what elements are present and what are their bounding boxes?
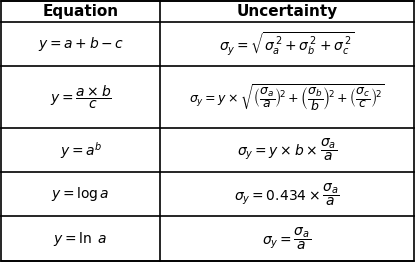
Text: $\sigma_y = y \times b \times \dfrac{\sigma_a}{a}$: $\sigma_y = y \times b \times \dfrac{\si… [237,137,337,163]
Text: $y = \ln\ a$: $y = \ln\ a$ [54,230,108,248]
Text: $y = a^b$: $y = a^b$ [59,140,102,161]
Text: $\sigma_y = 0.434 \times \dfrac{\sigma_a}{a}$: $\sigma_y = 0.434 \times \dfrac{\sigma_a… [234,181,340,208]
Text: $y = \log a$: $y = \log a$ [51,185,110,203]
Text: $y = a + b - c$: $y = a + b - c$ [37,35,124,53]
Text: Uncertainty: Uncertainty [236,4,337,19]
Text: $\sigma_y = \sqrt{\sigma_a^{\,2} + \sigma_b^{\,2} + \sigma_c^{\,2}}$: $\sigma_y = \sqrt{\sigma_a^{\,2} + \sigm… [219,31,355,58]
Text: $\sigma_y = y \times \sqrt{\left(\dfrac{\sigma_a}{a}\right)^{\!2} + \left(\dfrac: $\sigma_y = y \times \sqrt{\left(\dfrac{… [189,82,385,112]
Text: $y = \dfrac{a \times b}{c}$: $y = \dfrac{a \times b}{c}$ [50,83,112,111]
Text: Equation: Equation [43,4,119,19]
Text: $\sigma_y = \dfrac{\sigma_a}{a}$: $\sigma_y = \dfrac{\sigma_a}{a}$ [262,225,311,252]
